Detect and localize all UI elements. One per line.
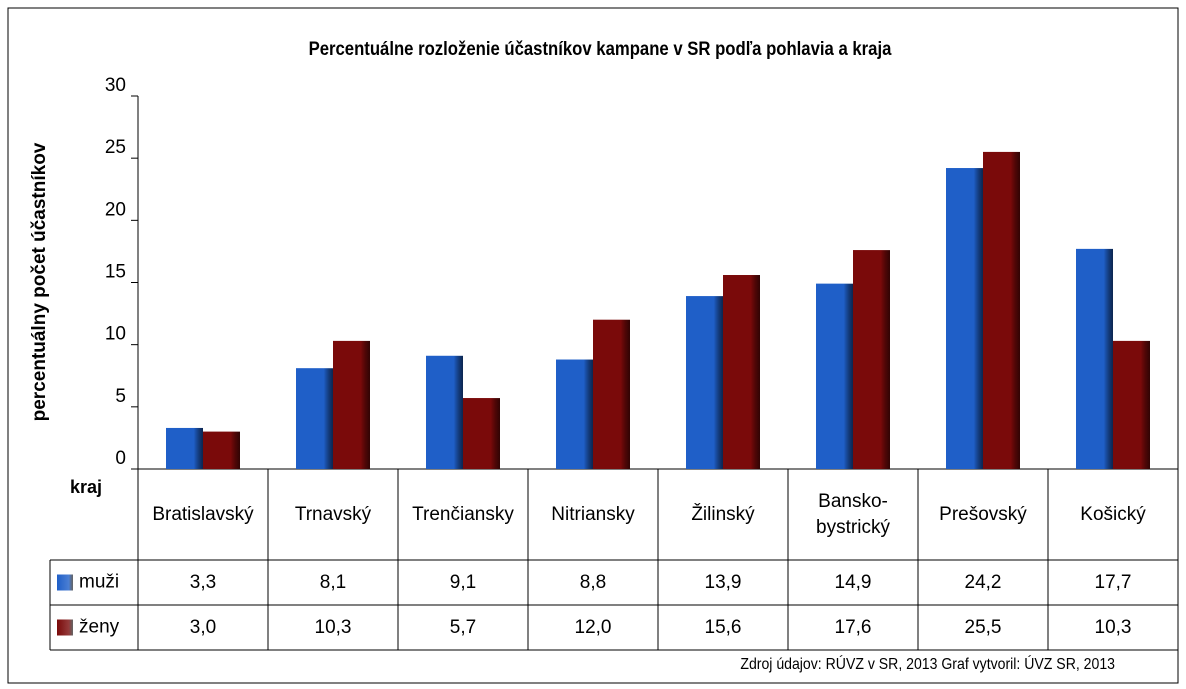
source-note: Zdroj údajov: RÚVZ v SR, 2013 Graf vytvo…: [740, 655, 1115, 673]
y-tick-label: 20: [105, 199, 126, 220]
x-tick-label: Bratislavský: [152, 503, 254, 525]
table-value: 5,7: [449, 616, 477, 638]
table-value: 10,3: [314, 616, 352, 638]
y-tick-label: 30: [105, 75, 126, 96]
bar-shade: [1076, 248, 1113, 469]
chart-title: Percentuálne rozloženie účastníkov kampa…: [309, 38, 893, 59]
bar-shade: [166, 427, 203, 469]
y-axis-label: percentuálny počet účastníkov: [29, 142, 50, 421]
x-tick-label: Žilinský: [691, 503, 755, 525]
table-value: 24,2: [964, 571, 1002, 593]
table-value: 9,1: [449, 571, 477, 593]
table-value: 15,6: [704, 616, 742, 638]
table-value: 14,9: [834, 571, 872, 593]
y-tick-label: 15: [105, 262, 126, 283]
table-value: 25,5: [964, 616, 1002, 638]
x-tick-label: Bansko-bystrický: [816, 490, 890, 538]
bar-shade: [426, 355, 463, 469]
legend-label: muži: [79, 572, 119, 593]
table-value: 10,3: [1094, 616, 1132, 638]
table-value: 3,0: [189, 616, 217, 638]
y-tick-label: 0: [115, 448, 126, 469]
table-value: 17,6: [834, 616, 872, 638]
x-tick-label: Trnavský: [294, 503, 372, 525]
legend-swatch: [57, 619, 73, 636]
y-tick-label: 10: [105, 324, 126, 345]
bar-shade: [946, 168, 983, 469]
x-tick-label: Nitriansky: [551, 503, 635, 525]
table-value: 3,3: [189, 571, 217, 593]
x-tick-label: Košický: [1080, 503, 1146, 525]
bar-shade: [463, 398, 500, 469]
table-value: 8,1: [319, 571, 347, 593]
x-axis-label: kraj: [70, 477, 102, 497]
bar-shade: [333, 340, 370, 469]
table-value: 17,7: [1094, 571, 1132, 593]
legend-swatch: [57, 574, 73, 591]
bar-shade: [853, 250, 890, 469]
bar-shade: [816, 283, 853, 469]
y-tick-label: 5: [115, 386, 126, 407]
bar-shade: [1113, 340, 1150, 469]
y-tick-label: 25: [105, 137, 126, 158]
bar-shade: [203, 431, 240, 469]
legend-label: ženy: [79, 617, 120, 638]
table-value: 12,0: [574, 616, 612, 638]
bar-shade: [556, 359, 593, 469]
bar-shade: [723, 275, 760, 469]
bar-shade: [593, 319, 630, 469]
table-value: 8,8: [579, 571, 607, 593]
bar-shade: [686, 296, 723, 469]
bar-shade: [983, 151, 1020, 469]
x-tick-label: Trenčiansky: [412, 503, 514, 525]
table-value: 13,9: [704, 571, 742, 593]
x-tick-label: Prešovský: [939, 503, 1027, 525]
bar-shade: [296, 368, 333, 469]
